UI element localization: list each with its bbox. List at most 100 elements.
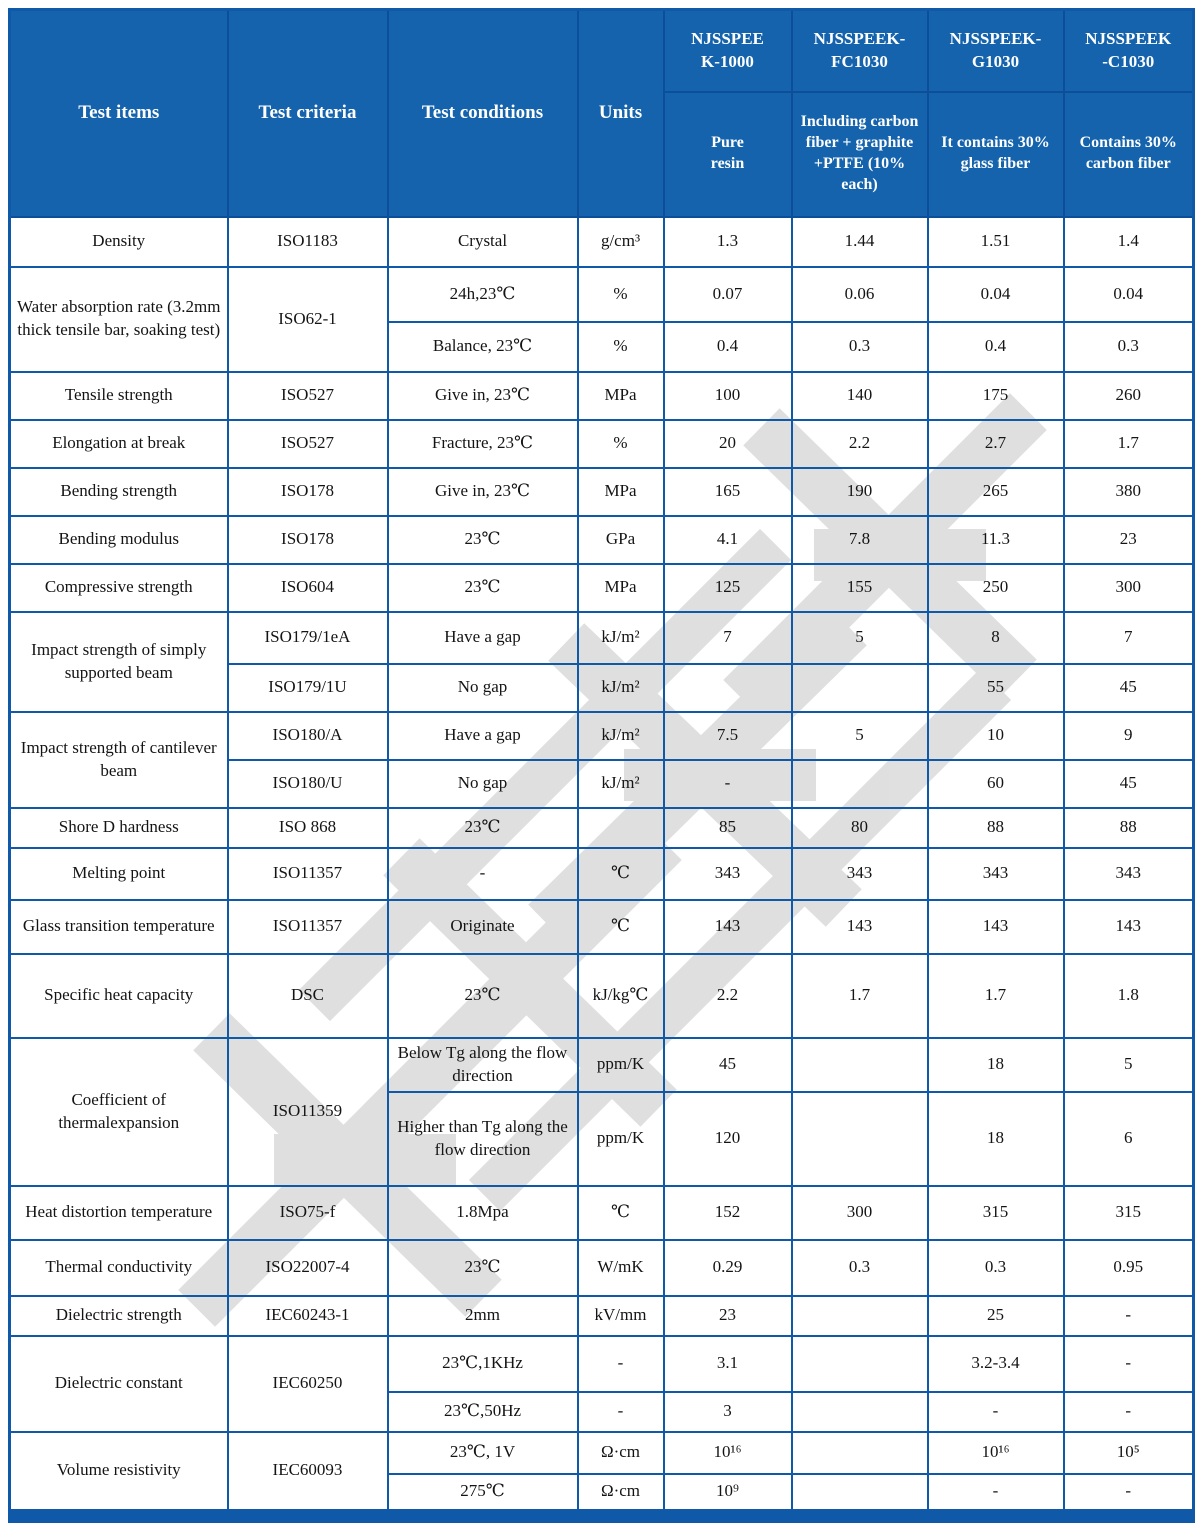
cell: 10⁵: [1062, 1430, 1195, 1475]
cell: ISO180/A: [226, 710, 389, 761]
cell: [790, 1334, 929, 1393]
cell: Water absorption rate (3.2mm thick tensi…: [8, 265, 229, 373]
cell: 3.2-3.4: [926, 1334, 1065, 1393]
table-row: 23℃,50Hz -3- -: [10, 1390, 1195, 1433]
table-row: Density ISO1183 Crystal g/cm³ 1.3 1.44 1.51 1.4: [8, 215, 1195, 268]
cell: [662, 662, 793, 713]
cell: Dielectric constant: [8, 1334, 229, 1433]
cell: kJ/m²: [576, 710, 665, 761]
cell: 5: [790, 610, 929, 665]
cell: 1.7: [926, 952, 1065, 1039]
cell: -: [1062, 1334, 1195, 1393]
table-row: Water absorption rate (3.2mm thick tensi…: [8, 265, 1195, 373]
cell: 1.51: [926, 215, 1065, 268]
cell: 343: [662, 846, 793, 901]
cell: DSC: [226, 952, 389, 1039]
cell: 24h,23℃: [386, 265, 579, 323]
cell: [790, 1036, 929, 1093]
cell: Dielectric strength: [8, 1294, 229, 1337]
cell: 80: [790, 806, 929, 849]
cell: 23: [1062, 514, 1195, 565]
cell: 1.4: [1062, 215, 1195, 268]
cell: 10¹⁶: [926, 1430, 1065, 1475]
cell: 23℃, 1V: [386, 1430, 579, 1475]
cell: [790, 758, 929, 809]
header-row-products: Test items Test criteria Test conditions…: [8, 8, 1195, 218]
table-row: Heat distortion temperature ISO75-f 1.8Mpa…: [8, 1184, 1195, 1241]
cell: kJ/m²: [576, 662, 665, 713]
cell: ISO527: [226, 418, 389, 469]
cell: Shore D hardness: [8, 806, 229, 849]
table-header: Test items Test criteria Test conditions…: [8, 8, 1195, 218]
material-properties-table: Test items Test criteria Test conditions…: [8, 8, 1195, 1523]
cell: 1.7: [790, 952, 929, 1039]
cell: ISO11359: [226, 1036, 389, 1187]
cell: Tensile strength: [8, 370, 229, 421]
cell: 60: [926, 758, 1065, 809]
cell: ISO75-f: [226, 1184, 389, 1241]
cell: 6: [1062, 1090, 1195, 1187]
cell: 143: [1062, 898, 1195, 955]
cell: 1.44: [790, 215, 929, 268]
cell: Elongation at break: [8, 418, 229, 469]
cell: 18: [926, 1090, 1065, 1187]
cell: Melting point: [8, 846, 229, 901]
product-header-g1030: NJSSPEEK- G1030: [926, 8, 1065, 93]
cell: W/mK: [576, 1238, 665, 1297]
cell: 7.5: [662, 710, 793, 761]
product-header-k1000: NJSSPEE K-1000: [662, 8, 793, 93]
cell: 300: [790, 1184, 929, 1241]
cell: ISO 868: [226, 806, 389, 849]
cell: 23℃: [386, 514, 579, 565]
cell: [790, 1090, 929, 1187]
cell: 190: [790, 466, 929, 517]
cell: ISO179/1U: [226, 662, 389, 713]
cell: [790, 662, 929, 713]
cell: 0.3: [790, 320, 929, 373]
table-row: Impact strength of simply supported beam…: [8, 610, 1195, 713]
column-header-test-conditions: Test conditions: [386, 8, 579, 218]
cell: %: [576, 418, 665, 469]
cell: 2.2: [662, 952, 793, 1039]
table-row: Volume resistivity IEC60093 23℃, 1V Ω·cm 10¹…: [8, 1430, 1195, 1517]
cell: 343: [790, 846, 929, 901]
table-row: Balance, 23℃% 0.4 0.3 0.4 0.3: [10, 320, 1195, 373]
cell: 88: [1062, 806, 1195, 849]
cell: 275℃: [386, 1472, 579, 1517]
cell: Impact strength of cantilever beam: [8, 710, 229, 809]
cell: -: [926, 1390, 1065, 1433]
cell: ppm/K: [576, 1036, 665, 1093]
cell: Coefficient of thermalexpansion: [8, 1036, 229, 1187]
table-row: Dielectric strength IEC60243-1 2mm kV/mm 23 2…: [8, 1294, 1195, 1337]
cell: Thermal conductivity: [8, 1238, 229, 1297]
cell: -: [1062, 1472, 1195, 1517]
cell: g/cm³: [576, 215, 665, 268]
cell: 165: [662, 466, 793, 517]
cell: 45: [1062, 662, 1195, 713]
cell: 0.4: [926, 320, 1065, 373]
cell: 5: [1062, 1036, 1195, 1093]
cell: ISO11357: [226, 846, 389, 901]
table-row: Bending modulus ISO178 23℃ GPa 4.1 7.8 11.3 23: [8, 514, 1195, 565]
cell: 55: [926, 662, 1065, 713]
cell: ISO178: [226, 466, 389, 517]
cell: Originate: [386, 898, 579, 955]
cell: 23℃,1KHz: [386, 1334, 579, 1393]
cell: Crystal: [386, 215, 579, 268]
cell: Give in, 23℃: [386, 466, 579, 517]
cell: Compressive strength: [8, 562, 229, 613]
cell: Heat distortion temperature: [8, 1184, 229, 1241]
cell: 23℃: [386, 562, 579, 613]
cell: -: [576, 1390, 665, 1433]
cell: 0.29: [662, 1238, 793, 1297]
cell: ISO527: [226, 370, 389, 421]
cell: 7: [662, 610, 793, 665]
cell: 0.07: [662, 265, 793, 323]
cell: Ω·cm: [576, 1430, 665, 1475]
cell: 1.8: [1062, 952, 1195, 1039]
cell: 2mm: [386, 1294, 579, 1337]
cell: 120: [662, 1090, 793, 1187]
table-row: Shore D hardness ISO 868 23℃ 85 80 88 88: [8, 806, 1195, 849]
cell: IEC60250: [226, 1334, 389, 1433]
cell: 250: [926, 562, 1065, 613]
